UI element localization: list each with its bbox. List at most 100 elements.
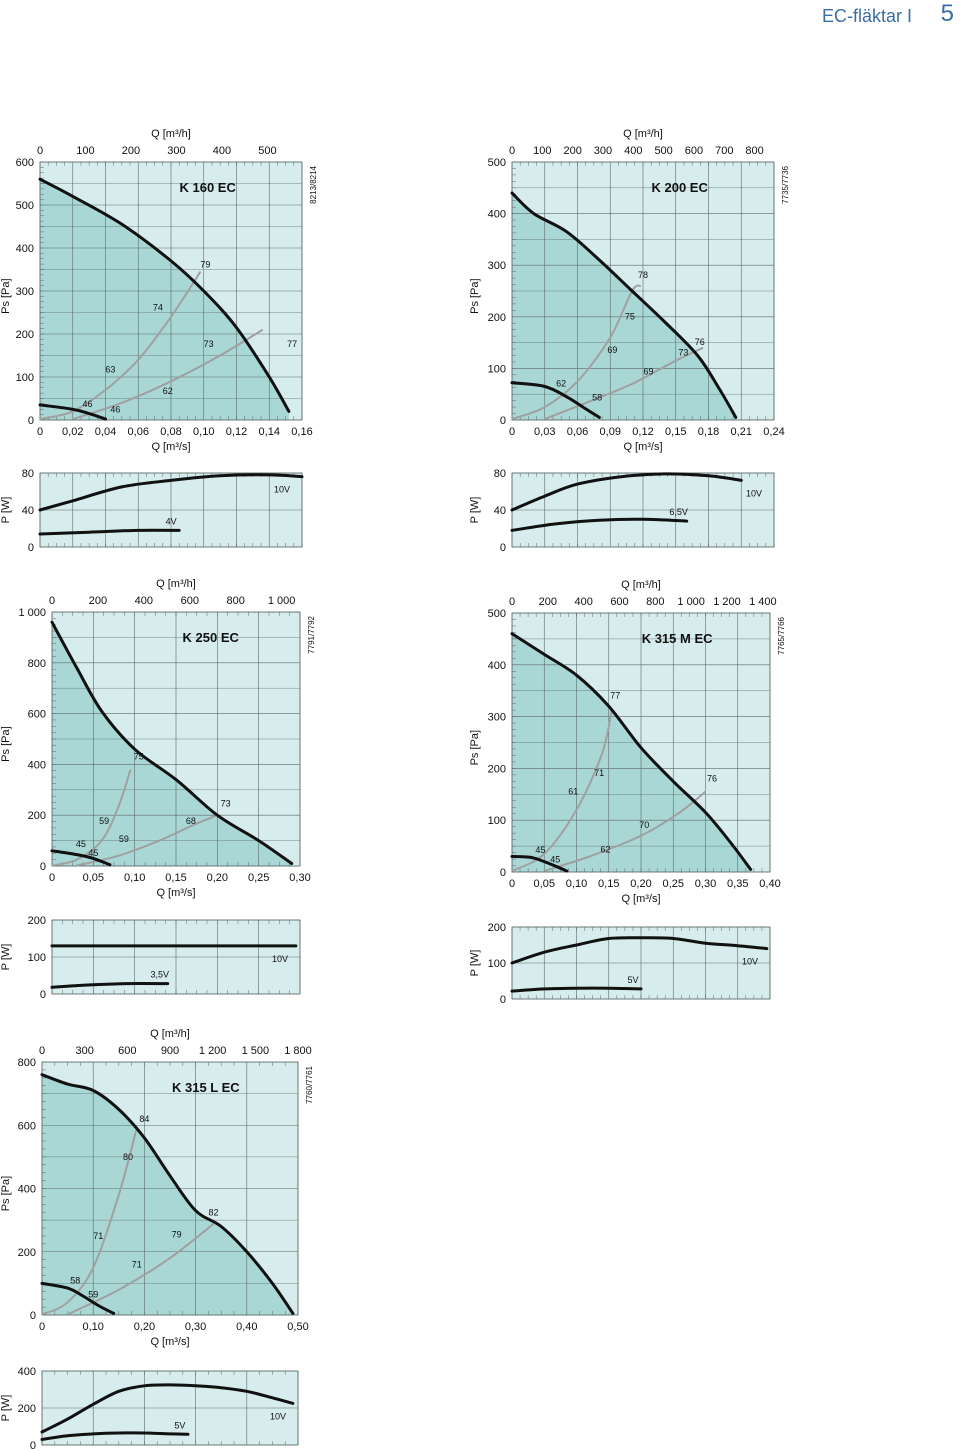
x-bottom-tick-label: 0,30: [695, 878, 716, 890]
y-tick-label: 600: [28, 709, 46, 721]
y-tick-label: 400: [16, 243, 34, 255]
x-bottom-tick-label: 0,02: [62, 426, 83, 438]
y-tick-label: 100: [488, 363, 506, 375]
x-top-tick-label: 300: [594, 145, 612, 157]
x-bottom-axis-label: Q [m³/s]: [156, 887, 195, 899]
power-curve-label: 3,5V: [150, 970, 169, 980]
x-bottom-axis-label: Q [m³/s]: [150, 1336, 189, 1348]
x-bottom-tick-label: 0: [39, 1321, 45, 1333]
x-bottom-tick-label: 0,15: [165, 872, 186, 884]
fan-curve-4v: [38, 403, 107, 421]
x-top-tick-label: 200: [122, 145, 140, 157]
x-bottom-tick-label: 0,15: [665, 426, 686, 438]
power-y-tick-label: 80: [494, 468, 506, 480]
x-top-tick-label: 1 000: [677, 596, 705, 608]
efficiency-label: 78: [638, 270, 648, 280]
x-top-axis-label: Q [m³/h]: [150, 1028, 190, 1040]
x-top-tick-label: 1 400: [749, 596, 777, 608]
fan-curve-10v: [40, 1073, 295, 1315]
x-top-tick-label: 700: [715, 145, 733, 157]
fan-curve-6-5v: [510, 381, 601, 419]
product-code: 8213/8214: [309, 165, 318, 203]
efficiency-label: 62: [556, 378, 566, 388]
x-bottom-tick-label: 0,35: [727, 878, 748, 890]
power-y-tick-label: 200: [488, 922, 506, 934]
y-tick-label: 300: [488, 712, 506, 724]
x-bottom-tick-label: 0,16: [291, 426, 312, 438]
power-plot-frame: [41, 1370, 299, 1446]
page-title: EC-fläktar I: [821, 6, 912, 26]
x-bottom-tick-label: 0,08: [160, 426, 181, 438]
x-top-tick-label: 100: [76, 145, 94, 157]
efficiency-label: 62: [601, 844, 611, 854]
efficiency-label: 77: [287, 339, 297, 349]
y-tick-label: 200: [488, 312, 506, 324]
y-axis-label: Ps [Pa]: [0, 726, 12, 761]
x-top-tick-label: 500: [654, 145, 672, 157]
power-y-tick-label: 200: [18, 1403, 36, 1415]
x-top-tick-label: 600: [610, 596, 628, 608]
power-curve-5v: [40, 1431, 190, 1441]
y-tick-label: 0: [40, 861, 46, 873]
chart-k-315-m-ec: 77 71 76 61 70 62 45 45 K 315 M EC 7765/7766 0 200 4…: [469, 579, 786, 1006]
efficiency-label: 45: [88, 848, 98, 858]
x-bottom-tick-label: 0,12: [226, 426, 247, 438]
x-top-tick-label: 400: [574, 596, 592, 608]
x-bottom-tick-label: 0,24: [763, 426, 784, 438]
y-tick-label: 800: [18, 1057, 36, 1069]
x-top-tick-label: 1 200: [199, 1045, 227, 1057]
x-bottom-tick-label: 0,18: [698, 426, 719, 438]
y-tick-label: 100: [488, 815, 506, 827]
power-curve-label: 5V: [627, 975, 638, 985]
efficiency-label: 45: [535, 845, 545, 855]
efficiency-label: 69: [643, 367, 653, 377]
power-y-axis-label: P [W]: [469, 950, 481, 977]
x-bottom-tick-label: 0,05: [83, 872, 104, 884]
y-tick-label: 0: [500, 415, 506, 427]
y-tick-label: 0: [28, 415, 34, 427]
x-bottom-tick-label: 0,15: [598, 878, 619, 890]
x-top-tick-label: 800: [745, 145, 763, 157]
x-top-tick-label: 0: [37, 145, 43, 157]
x-top-tick-label: 800: [646, 596, 664, 608]
efficiency-label: 69: [607, 345, 617, 355]
power-curve-label: 5V: [174, 1420, 185, 1430]
power-y-tick-label: 0: [500, 542, 506, 554]
efficiency-label: 45: [76, 839, 86, 849]
y-axis-label: Ps [Pa]: [469, 730, 481, 765]
fan-curve-10v: [50, 620, 294, 865]
x-top-tick-label: 1 500: [242, 1045, 270, 1057]
power-y-tick-label: 100: [488, 958, 506, 970]
power-y-tick-label: 80: [22, 468, 34, 480]
ps-plot-frame: [39, 161, 303, 421]
power-y-tick-label: 200: [28, 915, 46, 927]
x-bottom-tick-label: 0,05: [534, 878, 555, 890]
y-tick-label: 500: [16, 200, 34, 212]
power-curve-3-5v: [50, 982, 170, 989]
efficiency-label: 74: [153, 302, 163, 312]
y-tick-label: 400: [488, 209, 506, 221]
x-bottom-tick-label: 0,12: [632, 426, 653, 438]
x-bottom-tick-label: 0,06: [567, 426, 588, 438]
fan-curve-5v: [510, 855, 569, 873]
power-y-tick-label: 0: [28, 542, 34, 554]
efficiency-label: 75: [625, 311, 635, 321]
y-tick-label: 300: [488, 260, 506, 272]
y-axis-label: Ps [Pa]: [469, 278, 481, 313]
page-number: 5: [940, 0, 954, 27]
power-curve-label: 10V: [270, 1411, 286, 1421]
efficiency-label: 59: [88, 1290, 98, 1300]
x-bottom-tick-label: 0,50: [287, 1321, 308, 1333]
model-name: K 160 EC: [179, 180, 236, 195]
power-curve-label: 10V: [746, 488, 762, 498]
x-top-tick-label: 300: [75, 1045, 93, 1057]
x-bottom-tick-label: 0,30: [289, 872, 310, 884]
efficiency-label: 76: [695, 337, 705, 347]
efficiency-label: 58: [592, 392, 602, 402]
x-bottom-tick-label: 0: [49, 872, 55, 884]
y-tick-label: 200: [18, 1247, 36, 1259]
efficiency-label: 79: [172, 1230, 182, 1240]
efficiency-label: 75: [134, 751, 144, 761]
